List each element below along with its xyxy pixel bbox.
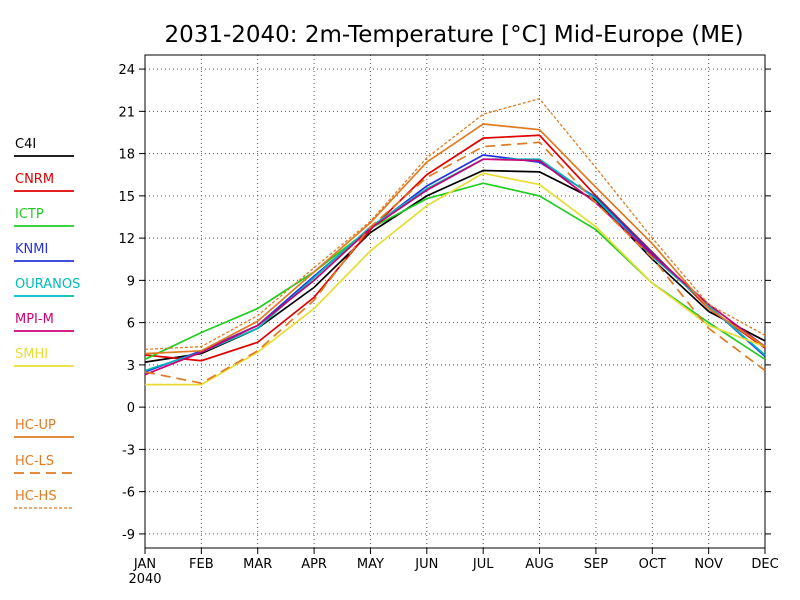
axes: JAN FEB MAR APR MAY JUN JUL AUG SEP OCT NOV DEC 2040… <box>118 54 779 587</box>
y-tick-label: -9 <box>122 528 135 543</box>
x-tick-label: AUG <box>525 557 553 572</box>
x-tick-label: OCT <box>639 557 666 572</box>
y-tick-label: 6 <box>127 317 135 332</box>
legend-label-hc-up: HC-UP <box>15 418 56 433</box>
legend-label-hc-hs: HC-HS <box>15 489 57 504</box>
plot-frame <box>144 54 766 549</box>
legend-label-ouranos: OURANOS <box>15 277 80 292</box>
chart-title: 2031-2040: 2m-Temperature [°C] Mid-Europ… <box>164 22 743 48</box>
legend-label-smhi: SMHI <box>15 347 48 362</box>
series-line-smhi <box>145 172 766 386</box>
x-axis-year-label: 2040 <box>128 572 161 587</box>
x-tick-label: SEP <box>584 557 608 572</box>
series-line-hc-ls <box>144 141 766 385</box>
x-tick-label: JUN <box>414 557 438 572</box>
x-tick-label: APR <box>301 557 327 572</box>
y-tick-label: 3 <box>127 359 135 374</box>
legend-label-cnrm: CNRM <box>15 172 54 187</box>
x-tick-label: MAY <box>357 557 384 572</box>
legend-label-hc-ls: HC-LS <box>15 454 54 469</box>
x-tick-label: DEC <box>751 557 778 572</box>
series-line-cnrm <box>144 134 766 362</box>
series-line-knmi <box>144 154 766 373</box>
y-tick-label: -6 <box>122 486 135 501</box>
y-tick-label: 0 <box>127 401 135 416</box>
series-line-hc-hs <box>144 97 766 351</box>
y-tick-label: 12 <box>118 232 135 247</box>
series-line-hc-up <box>144 123 766 355</box>
legend-label-c4i: C4I <box>15 137 36 152</box>
series-lines <box>144 97 766 386</box>
y-tick-label: 18 <box>118 148 135 163</box>
legend: C4I CNRM ICTP KNMI OURANOS MPI-M SMHI HC-UP HC-L… <box>14 137 80 509</box>
legend-label-mpi-m: MPI-M <box>15 312 54 327</box>
y-tick-label: -3 <box>122 443 135 458</box>
x-tick-label: MAR <box>243 557 272 572</box>
y-tick-label: 9 <box>127 274 135 289</box>
grid <box>145 55 765 548</box>
legend-label-ictp: ICTP <box>15 207 44 222</box>
y-tick-label: 15 <box>118 190 135 205</box>
y-tick-label: 24 <box>118 63 135 78</box>
series-line-mpi-m <box>144 158 766 376</box>
y-tick-label: 21 <box>118 105 135 120</box>
x-tick-label: JUL <box>472 557 494 572</box>
legend-label-knmi: KNMI <box>15 242 48 257</box>
x-tick-label: FEB <box>189 557 214 572</box>
x-tick-label: NOV <box>694 557 723 572</box>
x-tick-label: JAN <box>133 557 156 572</box>
